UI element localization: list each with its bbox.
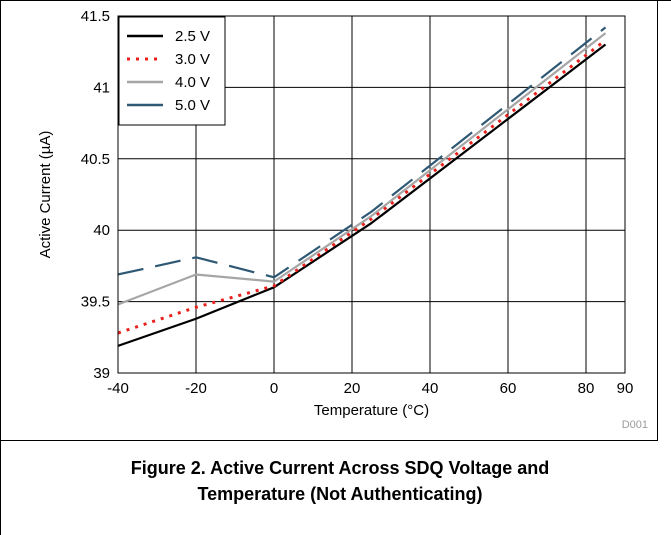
tick-labels: -40 -20 0 20 40 60 80 90 39 39.5 40 40.5 41 41.5	[81, 8, 634, 397]
x-axis-label: Temperature (°C)	[314, 402, 429, 419]
y-tick-label: 39	[93, 365, 110, 382]
figure-caption: Figure 2. Active Current Across SDQ Volt…	[60, 455, 620, 507]
legend-label: 5.0 V	[175, 97, 210, 114]
legend: 2.5 V 3.0 V 4.0 V 5.0 V	[118, 16, 226, 126]
y-tick-label: 39.5	[81, 294, 110, 311]
frame-top-border	[0, 0, 671, 1]
y-tick-label: 40.5	[81, 151, 110, 168]
x-tick-label: 0	[270, 380, 278, 397]
frame-bottom-border	[0, 440, 658, 441]
series-line-4-0-V	[117, 32, 607, 306]
x-tick-label: -20	[185, 380, 207, 397]
frame-left-border	[0, 0, 1, 535]
active-current-chart: -40 -20 0 20 40 60 80 90 39 39.5 40 40.5 41 41.5 Temp…	[37, 8, 648, 431]
y-axis-label: Active Current (µA)	[37, 131, 54, 259]
x-tick-label: -40	[107, 380, 129, 397]
plot-area-border	[117, 15, 626, 374]
x-tick-label: 80	[578, 380, 595, 397]
figure-id-label: D001	[622, 419, 648, 431]
series-lines	[117, 26, 607, 347]
caption-line-1: Figure 2. Active Current Across SDQ Volt…	[130, 458, 550, 478]
series-line-5-0-V	[117, 26, 607, 279]
legend-label: 3.0 V	[175, 51, 210, 68]
y-tick-label: 41	[93, 79, 110, 96]
x-tick-label: 40	[422, 380, 439, 397]
legend-label: 4.0 V	[175, 74, 210, 91]
x-tick-label: 90	[617, 380, 634, 397]
y-tick-label: 41.5	[81, 8, 110, 25]
frame-right-border	[657, 0, 658, 440]
caption-line-2: Temperature (Not Authenticating)	[197, 484, 483, 504]
x-tick-label: 20	[344, 380, 361, 397]
y-tick-label: 40	[93, 222, 110, 239]
x-tick-label: 60	[500, 380, 517, 397]
legend-label: 2.5 V	[175, 28, 210, 45]
series-line-3-0-V	[117, 39, 607, 335]
